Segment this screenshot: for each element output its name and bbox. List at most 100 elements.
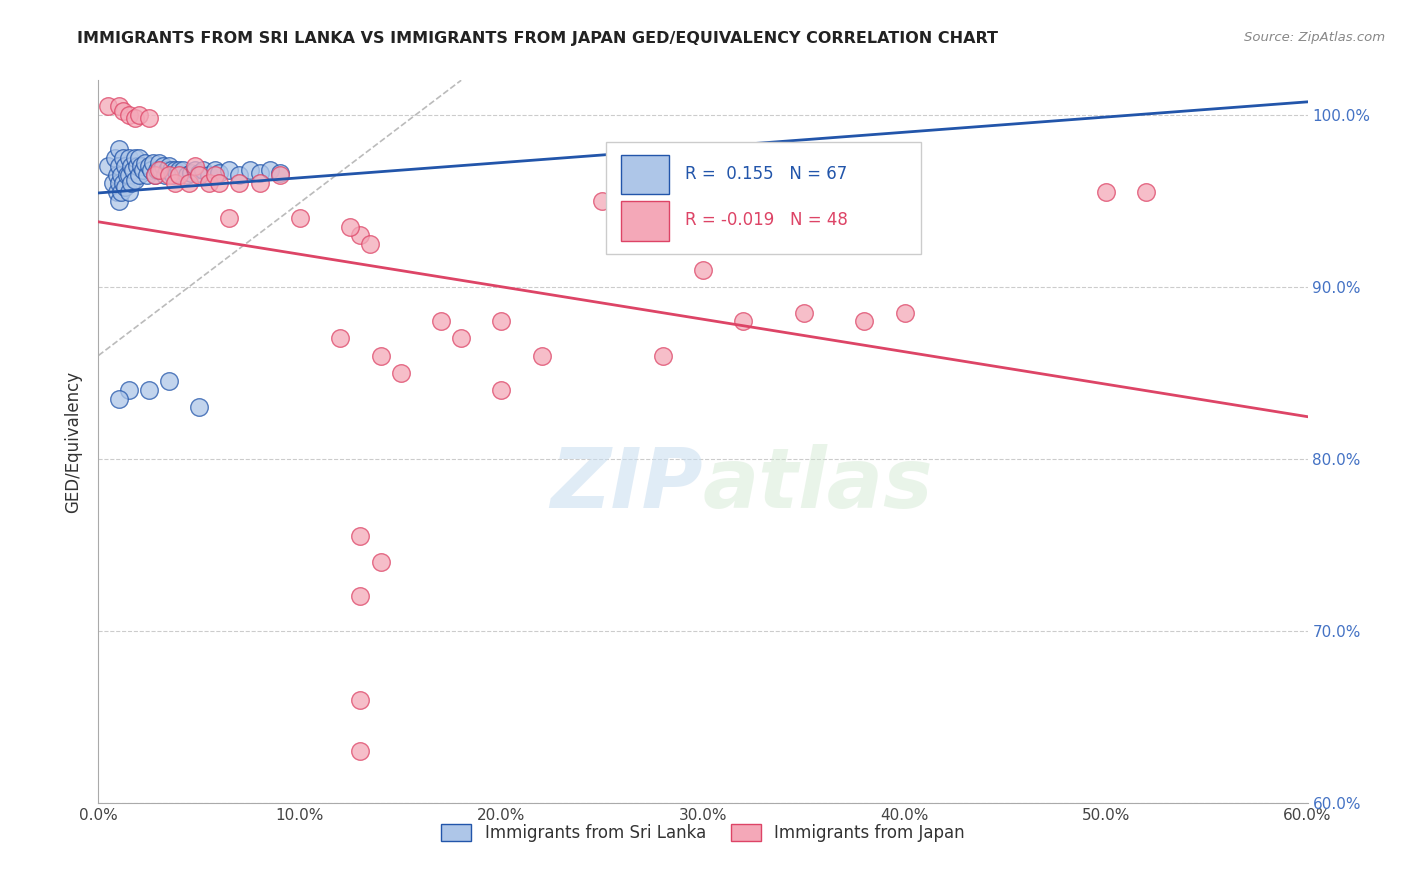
Point [128, 108, 150, 122]
Point [530, 349, 553, 363]
Point [105, 185, 128, 199]
Point [349, 590, 371, 604]
Point [157, 375, 180, 389]
Point [118, 383, 141, 397]
Text: R = -0.019   N = 48: R = -0.019 N = 48 [685, 211, 848, 229]
Text: Source: ZipAtlas.com: Source: ZipAtlas.com [1244, 31, 1385, 45]
Point [180, 166, 202, 180]
Point [370, 349, 392, 363]
Point [349, 228, 371, 243]
Point [228, 177, 250, 191]
Point [239, 162, 262, 177]
Point [184, 162, 207, 177]
Point [153, 168, 176, 182]
Point [107, 142, 129, 156]
Point [110, 168, 132, 182]
Point [269, 168, 291, 182]
Point [157, 168, 180, 182]
Point [139, 162, 162, 177]
Point [114, 180, 136, 194]
Point [188, 166, 211, 180]
Point [115, 168, 138, 182]
Point [118, 168, 141, 182]
Point [167, 168, 190, 182]
Point [349, 529, 371, 543]
Point [128, 168, 150, 182]
Point [166, 166, 188, 180]
Point [204, 162, 226, 177]
Point [349, 744, 371, 758]
Text: R =  0.155   N = 67: R = 0.155 N = 67 [685, 165, 846, 183]
Point [172, 162, 194, 177]
Point [114, 159, 136, 173]
Point [118, 108, 141, 122]
Point [107, 159, 129, 173]
Point [143, 168, 166, 182]
Point [148, 156, 170, 170]
Point [167, 162, 190, 177]
Point [138, 111, 160, 125]
Point [107, 99, 129, 113]
Point [204, 168, 226, 182]
Point [218, 162, 240, 177]
Point [163, 177, 186, 191]
Point [157, 159, 180, 173]
Point [101, 177, 124, 191]
Point [163, 162, 186, 177]
Text: ZIP: ZIP [550, 444, 703, 525]
Point [132, 162, 155, 177]
Point [288, 211, 311, 225]
Point [111, 177, 134, 191]
Point [107, 177, 129, 191]
Point [329, 331, 352, 345]
Point [142, 156, 165, 170]
Point [198, 168, 221, 182]
Point [134, 156, 156, 170]
Point [228, 168, 250, 182]
Point [118, 151, 141, 165]
Point [349, 692, 371, 706]
Point [111, 104, 134, 119]
Text: IMMIGRANTS FROM SRI LANKA VS IMMIGRANTS FROM JAPAN GED/EQUIVALENCY CORRELATION C: IMMIGRANTS FROM SRI LANKA VS IMMIGRANTS … [77, 31, 998, 46]
Point [184, 159, 207, 173]
Point [188, 168, 211, 182]
Point [1095, 185, 1118, 199]
Point [249, 177, 271, 191]
Point [121, 162, 143, 177]
Point [218, 211, 240, 225]
Point [208, 177, 231, 191]
FancyBboxPatch shape [621, 201, 669, 241]
Point [146, 162, 169, 177]
Point [149, 162, 172, 177]
Point [138, 159, 160, 173]
Point [491, 314, 513, 328]
Point [208, 166, 231, 180]
Point [143, 168, 166, 182]
Point [120, 159, 142, 173]
Point [188, 400, 211, 414]
Legend: Immigrants from Sri Lanka, Immigrants from Japan: Immigrants from Sri Lanka, Immigrants fr… [434, 817, 972, 848]
Point [129, 159, 152, 173]
Point [853, 314, 876, 328]
Point [135, 168, 157, 182]
Point [125, 159, 148, 173]
Point [138, 383, 160, 397]
Point [491, 383, 513, 397]
FancyBboxPatch shape [621, 154, 669, 194]
Point [651, 349, 673, 363]
Point [360, 236, 382, 251]
Point [339, 219, 361, 234]
Text: atlas: atlas [703, 444, 934, 525]
Point [893, 305, 915, 319]
Point [450, 331, 472, 345]
Point [118, 185, 141, 199]
Point [389, 366, 412, 380]
Point [97, 99, 120, 113]
Point [128, 151, 150, 165]
Point [591, 194, 613, 208]
Point [1135, 185, 1157, 199]
Point [110, 185, 132, 199]
Point [162, 168, 184, 182]
Point [124, 173, 146, 187]
Point [430, 314, 453, 328]
